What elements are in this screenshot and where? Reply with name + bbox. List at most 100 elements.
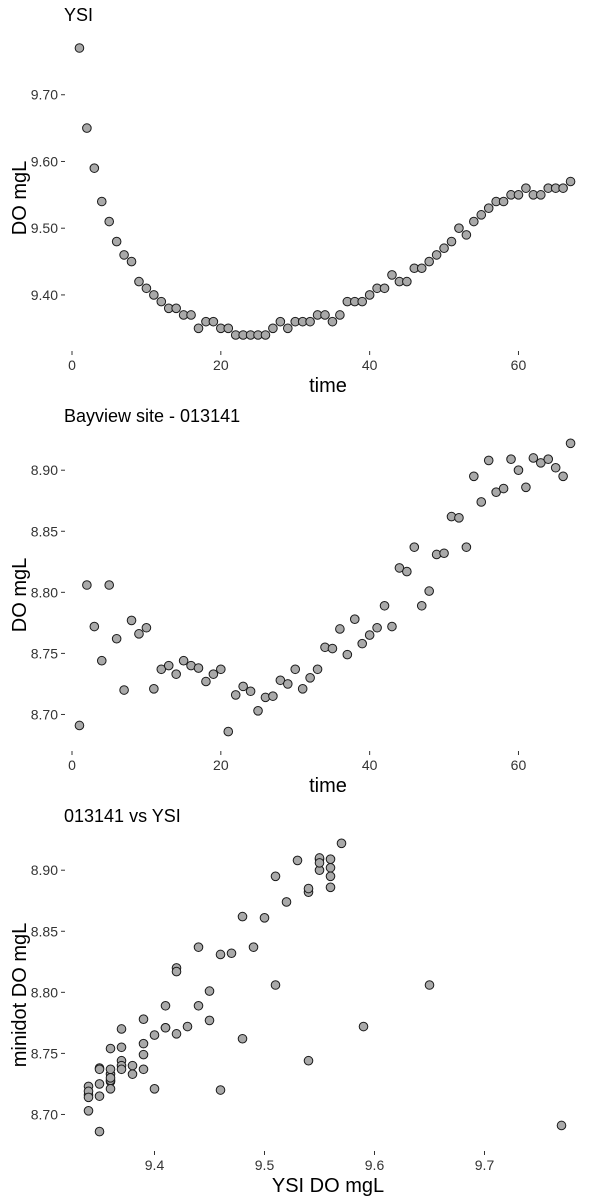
data-point: [160, 1022, 171, 1033]
data-point: [127, 1069, 138, 1079]
data-point: [535, 458, 546, 468]
y-tick-label: 8.90: [31, 862, 58, 878]
data-point: [163, 660, 174, 671]
data-point: [149, 290, 159, 300]
chart-panel-comparison: 013141 vs YSI 8.70 8.75 8.80 8.85 8.90 9.4 9.…: [0, 800, 600, 1200]
data-point: [116, 1042, 127, 1053]
data-point: [160, 1000, 171, 1011]
data-point: [439, 548, 449, 559]
data-point: [119, 685, 129, 695]
data-point: [94, 1126, 105, 1137]
y-tick-label: 9.70: [31, 87, 58, 103]
chart-title: YSI: [64, 5, 93, 25]
x-tick-label: 9.5: [255, 1157, 275, 1173]
scatter-points: [74, 438, 576, 737]
data-point: [119, 250, 129, 260]
data-point: [513, 190, 524, 200]
data-point: [498, 196, 509, 207]
chart-title: 013141 vs YSI: [64, 806, 181, 826]
data-point: [268, 691, 278, 701]
data-point: [379, 600, 390, 611]
data-point: [402, 566, 412, 577]
data-point: [325, 882, 336, 893]
data-point: [126, 615, 137, 626]
y-tick-label: 8.80: [31, 984, 58, 1000]
data-point: [342, 649, 353, 660]
data-point: [290, 664, 301, 675]
x-axis-ticks: 9.4 9.5 9.6 9.7: [145, 1151, 494, 1173]
data-point: [226, 948, 237, 959]
data-point: [215, 1085, 226, 1095]
data-point: [149, 1030, 160, 1040]
y-axis-ticks: 8.70 8.75 8.80 8.85 8.90: [31, 462, 65, 722]
data-point: [303, 883, 314, 894]
x-tick-label: 9.6: [365, 1157, 385, 1173]
data-point: [104, 580, 115, 590]
data-point: [201, 676, 211, 687]
data-point: [528, 453, 539, 463]
data-point: [303, 1055, 314, 1066]
data-point: [292, 855, 303, 866]
data-point: [223, 726, 234, 737]
chart-panel-bayview: Bayview site - 013141 8.70 8.75 8.80 8.85 8.…: [0, 400, 600, 800]
data-point: [364, 630, 375, 640]
data-point: [193, 663, 204, 673]
data-point: [416, 263, 427, 274]
data-point: [550, 462, 561, 473]
data-point: [521, 482, 531, 493]
data-point: [116, 1064, 127, 1075]
data-point: [336, 838, 347, 849]
data-point: [424, 256, 434, 267]
data-point: [215, 949, 226, 960]
data-point: [96, 655, 107, 666]
data-point: [325, 871, 336, 882]
data-point: [193, 1000, 204, 1011]
data-point: [111, 236, 122, 247]
x-tick-label: 40: [362, 357, 378, 373]
data-point: [387, 621, 397, 632]
data-point: [282, 323, 293, 334]
data-point: [454, 223, 464, 234]
y-tick-label: 9.50: [31, 220, 58, 236]
data-point: [431, 250, 442, 260]
data-point: [248, 942, 259, 952]
data-point: [491, 487, 501, 497]
data-point: [134, 276, 144, 287]
data-point: [141, 283, 152, 294]
chart-panel-ysi: YSI 9.40 9.50 9.60 9.70 0 20 40 60 time DO mgL: [0, 0, 600, 400]
data-point: [138, 1049, 149, 1060]
data-point: [105, 1064, 116, 1075]
x-tick-label: 40: [362, 757, 378, 773]
data-point: [138, 1064, 149, 1075]
y-axis-label: DO mgL: [9, 558, 31, 632]
data-point: [104, 216, 115, 227]
data-point: [138, 1038, 149, 1049]
x-tick-label: 0: [68, 757, 76, 773]
data-point: [134, 629, 144, 639]
y-tick-label: 8.80: [31, 584, 58, 600]
data-point: [358, 1021, 369, 1032]
data-point: [105, 1084, 116, 1094]
data-point: [454, 513, 464, 523]
data-point: [193, 942, 204, 952]
data-point: [74, 43, 85, 53]
data-point: [314, 858, 325, 868]
data-point: [94, 1091, 105, 1101]
data-point: [469, 216, 479, 227]
data-point: [270, 980, 281, 990]
data-point: [402, 276, 412, 287]
data-point: [461, 230, 472, 240]
data-point: [476, 497, 487, 507]
data-point: [498, 483, 509, 494]
data-point: [357, 296, 368, 307]
chart-svg-bayview: Bayview site - 013141 8.708.758.808.858.…: [9, 406, 576, 797]
y-tick-label: 9.40: [31, 287, 58, 303]
data-point: [238, 681, 248, 692]
data-point: [416, 600, 427, 611]
data-point: [208, 669, 219, 679]
y-axis-ticks: 9.40 9.50 9.60 9.70: [31, 87, 65, 303]
data-point: [424, 586, 434, 596]
x-axis-ticks: 0 20 40 60: [68, 351, 526, 373]
data-point: [178, 655, 189, 666]
data-point: [94, 1064, 105, 1075]
